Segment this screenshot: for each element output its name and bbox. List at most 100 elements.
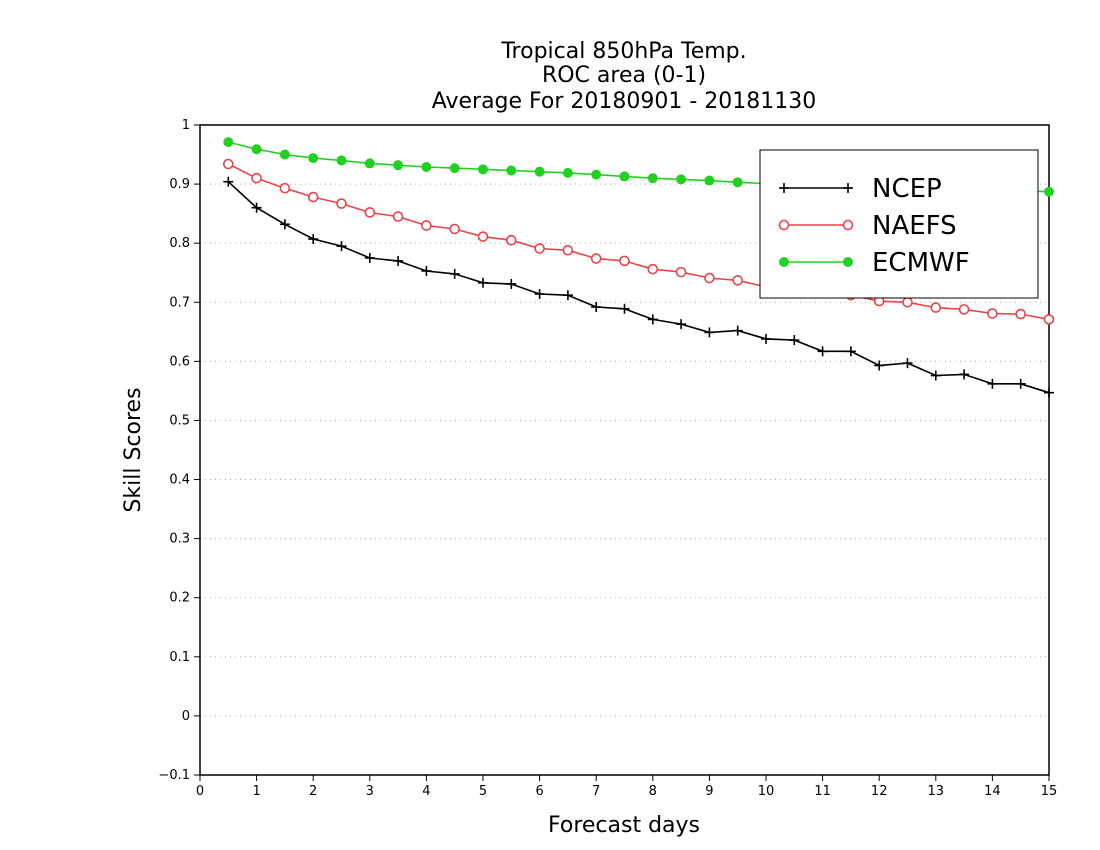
x-tick-label: 12 xyxy=(871,784,888,799)
data-point-ncep xyxy=(364,252,375,263)
data-point-ncep xyxy=(647,314,658,325)
data-point-ncep xyxy=(817,346,828,357)
data-point-ncep xyxy=(308,234,319,245)
x-tick-label: 13 xyxy=(928,784,945,799)
x-tick-label: 3 xyxy=(366,784,374,799)
data-point-ncep xyxy=(874,360,885,371)
data-point-ecmwf xyxy=(421,161,432,172)
data-point-naefs xyxy=(364,207,376,218)
y-tick-label: 0.7 xyxy=(169,295,190,310)
x-tick-label: 2 xyxy=(309,784,317,799)
y-tick-label: −0.1 xyxy=(158,768,190,783)
chart-title-line-3: Average For 20180901 - 20181130 xyxy=(432,89,817,114)
data-point-naefs xyxy=(534,243,545,254)
x-tick-label: 10 xyxy=(758,784,775,799)
data-point-ecmwf xyxy=(704,175,715,186)
data-point-ncep xyxy=(1015,378,1026,389)
legend-label: NCEP xyxy=(872,174,942,204)
data-point-naefs xyxy=(336,198,347,209)
plot-frame xyxy=(199,124,1050,776)
data-point-naefs xyxy=(1043,314,1055,325)
data-point-ncep xyxy=(478,277,488,288)
data-point-ncep xyxy=(1044,387,1054,398)
legend-marker xyxy=(779,183,789,193)
data-point-naefs xyxy=(251,172,262,184)
data-point-ecmwf xyxy=(308,153,319,164)
y-tick-label: 0.1 xyxy=(169,650,190,665)
y-tick-label: 0.3 xyxy=(169,532,190,547)
data-point-ecmwf xyxy=(647,173,658,184)
data-point-ncep xyxy=(223,176,234,187)
data-point-ecmwf xyxy=(449,163,460,174)
y-tick-label: 0.5 xyxy=(169,413,190,428)
data-point-naefs xyxy=(958,304,970,315)
data-point-naefs xyxy=(279,182,291,194)
data-point-ncep xyxy=(987,378,998,389)
data-point-ncep xyxy=(761,333,771,344)
y-tick-label: 0.9 xyxy=(169,177,190,192)
data-point-ncep xyxy=(336,241,347,252)
series-line-ncep xyxy=(227,181,1050,394)
x-tick-label: 6 xyxy=(535,784,543,799)
data-point-ncep xyxy=(421,265,432,276)
data-point-ncep xyxy=(845,346,856,357)
legend-marker xyxy=(843,183,853,193)
series-ncep xyxy=(223,176,1054,398)
x-tick-label: 15 xyxy=(1041,784,1058,799)
data-point-naefs xyxy=(392,211,404,222)
legend-item-ncep: NCEP xyxy=(779,174,942,204)
x-tick-label: 1 xyxy=(252,784,260,799)
legend-label: ECMWF xyxy=(872,248,970,278)
data-point-ncep xyxy=(959,369,970,380)
data-point-ecmwf xyxy=(534,166,545,177)
data-point-ncep xyxy=(393,255,404,266)
data-point-ncep xyxy=(506,278,517,289)
legend-box xyxy=(759,149,1039,299)
data-point-ecmwf xyxy=(336,155,347,166)
x-tick-label: 8 xyxy=(649,784,657,799)
x-tick-label: 9 xyxy=(705,784,713,799)
data-point-ncep xyxy=(732,325,743,336)
data-point-ncep xyxy=(704,327,715,338)
legend-marker xyxy=(842,219,854,231)
data-point-naefs xyxy=(477,231,489,242)
x-tick-label: 0 xyxy=(196,784,204,799)
legend: NCEP NAEFS ECMWF xyxy=(759,149,1039,299)
data-point-naefs xyxy=(732,275,744,286)
legend-item-ecmwf: ECMWF xyxy=(779,248,970,278)
data-point-naefs xyxy=(505,234,517,246)
data-point-ncep xyxy=(279,219,290,230)
y-tick-label: 0.2 xyxy=(169,591,190,606)
legend-marker xyxy=(778,219,790,231)
data-point-ecmwf xyxy=(393,160,404,171)
data-point-ecmwf xyxy=(619,171,630,182)
data-point-ecmwf xyxy=(732,177,743,188)
legend-marker xyxy=(779,257,789,267)
data-point-ncep xyxy=(591,302,602,312)
data-point-ecmwf xyxy=(364,158,375,169)
data-point-ncep xyxy=(619,303,630,314)
data-point-ecmwf xyxy=(591,169,602,180)
data-point-ncep xyxy=(676,319,687,330)
data-point-naefs xyxy=(562,244,574,256)
chart-title-line-2: ROC area (0-1) xyxy=(542,63,706,88)
data-point-ecmwf xyxy=(251,144,262,155)
y-tick-label: 1 xyxy=(182,118,190,133)
data-point-naefs xyxy=(647,263,659,275)
data-point-ecmwf xyxy=(562,167,573,178)
legend-item-naefs: NAEFS xyxy=(778,211,957,241)
y-tick-label: 0 xyxy=(182,709,190,724)
x-tick-label: 7 xyxy=(592,784,600,799)
data-point-ecmwf xyxy=(1044,186,1054,197)
x-axis-label: Forecast days xyxy=(548,813,700,838)
data-point-naefs xyxy=(930,302,942,313)
legend-label: NAEFS xyxy=(872,211,957,241)
data-point-ncep xyxy=(562,290,573,301)
data-point-ecmwf xyxy=(279,149,290,160)
y-tick-label: 0.6 xyxy=(169,354,190,369)
data-point-naefs xyxy=(421,220,432,231)
y-axis-label: Skill Scores xyxy=(121,387,146,512)
legend-marker xyxy=(843,257,853,267)
data-point-ncep xyxy=(534,289,545,299)
x-tick-label: 4 xyxy=(422,784,430,799)
